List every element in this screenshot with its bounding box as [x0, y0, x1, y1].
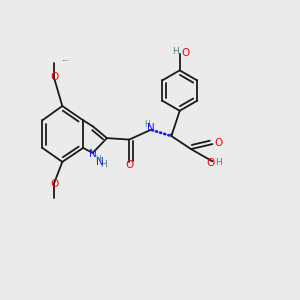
Text: N: N [96, 157, 104, 166]
Text: O: O [207, 158, 215, 168]
Text: H: H [96, 155, 101, 164]
Text: N: N [147, 123, 155, 133]
Text: N: N [89, 149, 97, 160]
Text: O: O [214, 138, 222, 148]
Text: O: O [50, 72, 58, 82]
Text: H: H [216, 158, 222, 167]
Text: O: O [181, 48, 190, 58]
Text: H: H [144, 120, 150, 129]
Text: O: O [125, 160, 133, 170]
Text: •: • [168, 130, 173, 140]
Text: H: H [172, 46, 179, 56]
Text: O: O [50, 179, 58, 189]
Text: H: H [100, 160, 107, 169]
Text: methoxy: methoxy [63, 60, 70, 62]
